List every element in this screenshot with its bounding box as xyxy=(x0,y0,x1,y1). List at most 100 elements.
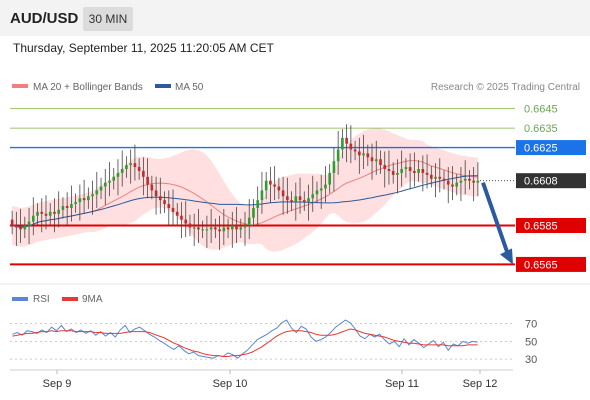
candle xyxy=(70,185,73,222)
candle xyxy=(362,134,365,169)
candle-body xyxy=(256,200,260,208)
candle xyxy=(103,169,107,206)
candle xyxy=(19,208,22,243)
timeframe-button[interactable]: 30 MIN xyxy=(83,7,133,31)
candle-body xyxy=(421,169,425,173)
candle-body xyxy=(459,180,463,183)
candle xyxy=(269,167,272,204)
candle xyxy=(180,202,183,239)
candle xyxy=(455,173,459,196)
rsi-line xyxy=(12,319,478,359)
candle-body xyxy=(125,165,128,169)
rsi-tick-label: 50 xyxy=(525,336,537,348)
candle-body xyxy=(307,198,310,203)
candle-body xyxy=(243,225,247,228)
candle xyxy=(201,220,204,239)
forecast-arrow-shaft xyxy=(481,182,510,256)
header-bar: AUD/USD 30 MIN xyxy=(0,0,590,36)
candle-body xyxy=(328,172,331,185)
candle xyxy=(358,137,361,174)
candle-body xyxy=(120,169,124,173)
candle xyxy=(65,192,69,227)
candle-body xyxy=(379,159,382,166)
candle-body xyxy=(44,213,48,216)
candle-body xyxy=(277,186,281,191)
level-label-3: 0.6608 xyxy=(524,176,558,188)
candle-body xyxy=(180,215,183,220)
candle xyxy=(459,167,463,202)
candle xyxy=(23,216,27,239)
candle-body xyxy=(10,219,14,226)
candle-body xyxy=(319,188,323,191)
candle xyxy=(353,140,357,161)
candle xyxy=(226,218,230,239)
candles-layer xyxy=(10,124,480,250)
candle-body xyxy=(358,151,361,156)
candle xyxy=(387,150,391,185)
bollinger-layer xyxy=(12,128,478,252)
candle xyxy=(476,162,480,197)
candle xyxy=(163,191,166,213)
candle-body xyxy=(247,217,251,226)
candle xyxy=(324,166,327,203)
candle-body xyxy=(442,178,446,181)
candle-body xyxy=(15,225,18,228)
candle xyxy=(341,129,344,159)
candle xyxy=(10,210,14,235)
candle-body xyxy=(214,227,217,230)
candle xyxy=(468,169,471,190)
legend-9ma-label: 9MA xyxy=(82,294,103,305)
candle-body xyxy=(175,211,179,216)
level-box-5 xyxy=(516,256,586,272)
candle-body xyxy=(87,196,90,201)
candle xyxy=(328,164,331,194)
candle-body xyxy=(341,137,344,150)
candle-body xyxy=(235,225,238,230)
candle xyxy=(146,158,149,199)
candle-body xyxy=(146,176,149,185)
candle xyxy=(40,198,44,233)
legend-rsi-label: RSI xyxy=(33,294,50,305)
level-label-0: 0.6645 xyxy=(524,104,558,116)
candle-body xyxy=(451,184,454,187)
candle-body xyxy=(463,178,467,181)
candle-body xyxy=(31,215,35,222)
candle-body xyxy=(53,211,56,214)
candle xyxy=(112,168,116,190)
candle-body xyxy=(222,227,226,232)
candle-body xyxy=(184,219,188,224)
candle xyxy=(383,151,387,188)
candle xyxy=(108,162,111,197)
candle-body xyxy=(260,190,264,201)
candle xyxy=(294,182,298,221)
candle-body xyxy=(159,196,162,201)
candle xyxy=(302,191,306,211)
candle xyxy=(239,218,243,239)
ma50-line xyxy=(11,175,478,228)
candle-body xyxy=(438,176,442,179)
candle xyxy=(290,191,293,211)
bollinger-band xyxy=(12,128,478,252)
candle-body xyxy=(264,180,268,191)
candle-body xyxy=(171,207,175,212)
candle-body xyxy=(154,190,158,197)
candle-body xyxy=(137,167,141,171)
candle-body xyxy=(99,186,103,191)
candle-body xyxy=(370,157,374,162)
candle xyxy=(222,208,226,245)
instrument-name: AUD/USD xyxy=(10,10,79,27)
candle xyxy=(167,190,171,227)
candle-body xyxy=(417,169,420,173)
candle-body xyxy=(383,165,387,169)
candle xyxy=(137,158,141,180)
candle xyxy=(150,175,154,200)
candle xyxy=(78,184,82,221)
candle-body xyxy=(112,176,116,181)
candle-body xyxy=(61,206,65,210)
credit-text: Research © 2025 Trading Central xyxy=(431,82,580,93)
candle-body xyxy=(413,170,416,173)
level-label-2: 0.6625 xyxy=(524,143,558,155)
candle xyxy=(434,163,437,198)
candle-body xyxy=(218,229,221,232)
candle-body xyxy=(345,137,348,144)
